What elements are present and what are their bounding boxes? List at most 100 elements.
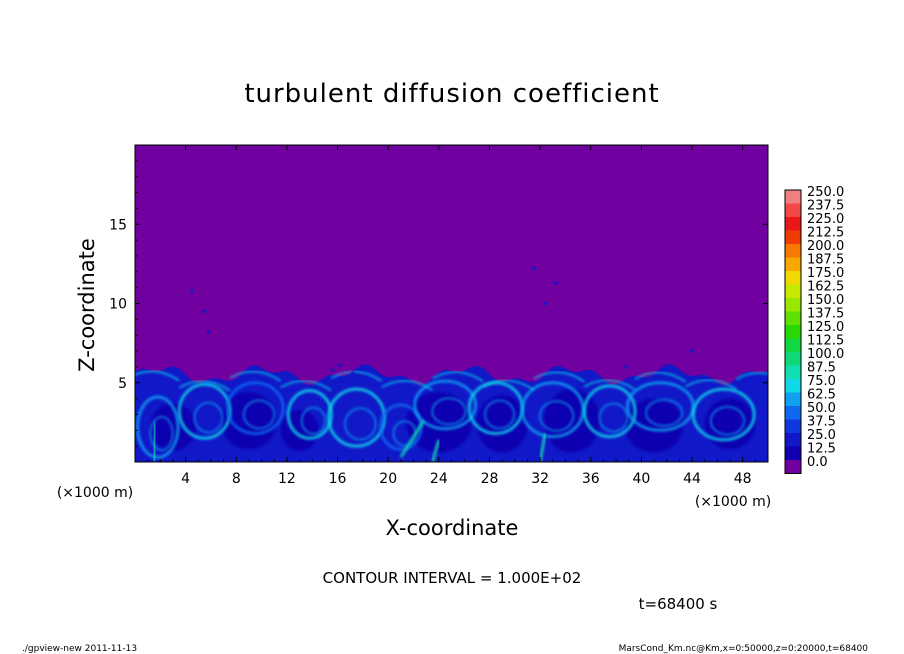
speck — [531, 266, 536, 271]
plume-cap — [229, 370, 282, 382]
colorbar-cell — [785, 352, 801, 366]
time-label: t=68400 s — [639, 595, 718, 613]
eddy-swirl — [225, 381, 285, 435]
heatmap-field — [135, 145, 768, 462]
colorbar: 250.0237.5225.0212.5200.0187.5175.0162.5… — [784, 185, 844, 474]
eddy-inner — [645, 398, 684, 427]
plume-cap — [634, 371, 687, 383]
y-axis: 5 10 15 — [109, 160, 768, 447]
contour-interval-text: CONTOUR INTERVAL = 1.000E+02 — [323, 569, 582, 587]
x-tick-label: 20 — [379, 471, 397, 487]
eddy-core — [221, 392, 277, 450]
x-unit-label: (×1000 m) — [695, 494, 771, 510]
y-axis-label: Z-coordinate — [75, 238, 99, 372]
colorbar-label: 0.0 — [807, 455, 828, 470]
colorbar-cell — [785, 284, 801, 298]
colorbar-label: 212.5 — [807, 226, 844, 241]
colorbar-label: 25.0 — [807, 428, 836, 443]
colorbar-label: 12.5 — [807, 442, 836, 457]
x-tick-label: 4 — [181, 471, 190, 487]
colorbar-label: 250.0 — [807, 185, 844, 200]
colorbar-label: 37.5 — [807, 415, 836, 430]
colorbar-label: 237.5 — [807, 199, 844, 214]
colorbar-label: 225.0 — [807, 212, 844, 227]
footer-left: ./gpview-new 2011-11-13 — [22, 644, 137, 654]
colorbar-cell — [785, 203, 801, 217]
colorbar-cell — [785, 230, 801, 244]
x-axis-label: X-coordinate — [386, 516, 519, 540]
colorbar-cell — [785, 311, 801, 325]
eddy-inner — [300, 406, 327, 435]
speck — [624, 365, 629, 369]
eddy-inner — [483, 399, 516, 430]
eddy-core — [624, 398, 684, 453]
plume-cap — [432, 371, 484, 383]
colorbar-cell — [785, 446, 801, 460]
x-tick-label: 24 — [430, 471, 448, 487]
eddy-inner — [149, 415, 174, 452]
colorbar-cell — [785, 244, 801, 258]
plume-cap — [330, 370, 383, 383]
eddy-swirl — [582, 384, 637, 439]
colorbar-label: 137.5 — [807, 307, 844, 322]
colorbar-label: 87.5 — [807, 361, 836, 376]
speck — [543, 301, 547, 306]
eddy-inner — [242, 399, 276, 430]
eddy-inner — [598, 402, 629, 433]
eddy-inner — [193, 401, 224, 434]
y-unit-label: (×1000 m) — [57, 485, 133, 501]
colorbar-cell — [785, 406, 801, 420]
footer-right: MarsCond_Km.nc@Km,x=0:50000,z=0:20000,t=… — [619, 644, 869, 654]
colorbar-cell — [785, 379, 801, 393]
speck — [206, 330, 211, 334]
updraft-streak — [538, 433, 547, 462]
updraft-streak — [431, 439, 441, 462]
updraft-streak — [399, 419, 425, 459]
colorbar-frame — [784, 189, 802, 474]
colorbar-label: 62.5 — [807, 388, 836, 403]
eddy-core — [704, 398, 756, 450]
plume-cap — [735, 371, 768, 381]
colorbar-label: 175.0 — [807, 266, 844, 281]
speck — [690, 349, 694, 353]
colorbar-cell — [785, 460, 801, 474]
eddy-inner — [538, 400, 575, 432]
x-tick-label: 48 — [734, 471, 752, 487]
plume-cap — [583, 379, 636, 391]
speck — [553, 281, 558, 285]
x-tick-label: 12 — [278, 471, 296, 487]
colorbar-cell — [785, 257, 801, 271]
plume-cap — [381, 379, 434, 392]
eddy-swirl — [691, 387, 756, 442]
speck — [350, 371, 355, 376]
colorbar-cell — [785, 419, 801, 433]
eddy-swirl — [136, 395, 180, 459]
y-tick-label: 15 — [109, 217, 127, 233]
plume-cap — [685, 379, 737, 391]
eddy-swirl — [327, 387, 386, 448]
eddy-swirl — [286, 389, 333, 440]
x-tick-label: 28 — [481, 471, 499, 487]
colorbar-label: 50.0 — [807, 401, 836, 416]
plume-cap — [280, 380, 332, 392]
colorbar-cell — [785, 217, 801, 231]
chart-title: turbulent diffusion coefficient — [244, 79, 659, 109]
colorbar-cell — [785, 433, 801, 447]
speck — [330, 368, 335, 372]
x-tick-label: 8 — [232, 471, 241, 487]
colorbar-cell — [785, 392, 801, 406]
eddy-inner — [431, 397, 467, 426]
x-tick-label: 16 — [329, 471, 347, 487]
eddy-inner — [709, 405, 746, 436]
y-tick-label: 5 — [118, 376, 127, 392]
x-tick-label: 44 — [683, 471, 701, 487]
colorbar-label: 200.0 — [807, 239, 844, 254]
speck — [190, 289, 194, 293]
colorbar-label: 112.5 — [807, 334, 844, 349]
eddy-core — [280, 409, 319, 451]
plume-cap — [135, 370, 180, 382]
plume-cap — [178, 380, 231, 392]
eddy-swirl — [177, 382, 232, 440]
colorbar-cell — [785, 298, 801, 312]
